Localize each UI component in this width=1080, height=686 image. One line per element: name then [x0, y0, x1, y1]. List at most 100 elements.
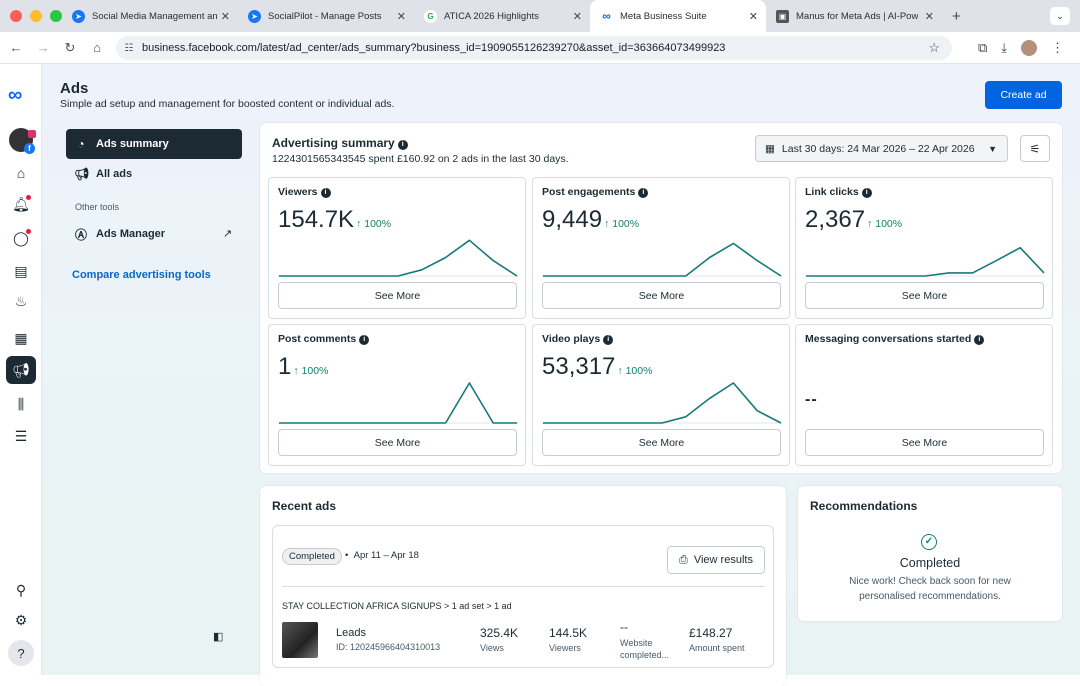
info-icon[interactable]: i [974, 335, 985, 345]
metric-change: ↑ 100% [867, 218, 903, 230]
date-range-picker[interactable]: ▦ Last 30 days: 24 Mar 2026 – 22 Apr 202… [755, 135, 1008, 162]
see-more-button[interactable]: See More [542, 429, 781, 456]
inbox-chat-icon[interactable]: ◯ [0, 226, 42, 250]
home-icon[interactable]: ⌂ [16, 165, 26, 181]
reload-icon[interactable]: ↻ [64, 39, 76, 55]
nav-ads-summary[interactable]: ◔ Ads summary [66, 129, 242, 159]
tab-search-chevron-icon[interactable]: ⌄ [1050, 7, 1070, 25]
meta-logo-icon[interactable]: ∞ [8, 84, 23, 106]
window-controls [0, 10, 62, 22]
calendar-icon[interactable]: ▦ [14, 329, 28, 346]
close-window-button[interactable] [10, 10, 22, 22]
forward-arrow-icon[interactable]: → [36, 40, 50, 55]
close-tab-icon[interactable]: ✕ [572, 10, 582, 23]
url-text[interactable]: business.facebook.com/latest/ad_center/a… [142, 42, 726, 54]
settings-gear-icon[interactable]: ⚙ [14, 611, 28, 628]
recommendations-message: Nice work! Check back soon for new perso… [849, 576, 1011, 602]
browser-tab[interactable]: G ATICA 2026 Highlights ✕ [414, 0, 590, 32]
ad-thumbnail[interactable] [282, 622, 318, 658]
browser-tab[interactable]: ➤ SocialPilot - Manage Posts ✕ [238, 0, 414, 32]
browser-tab[interactable]: ▣ Manus for Meta Ads | AI-Pow ✕ [766, 0, 942, 32]
view-results-button[interactable]: ⎙ View results [667, 546, 765, 574]
filter-settings-button[interactable]: ⚟ [1020, 135, 1050, 162]
caret-down-icon: ▼ [988, 143, 997, 154]
metric-sparkline [542, 382, 782, 424]
stat-viewers: 144.5K Viewers [549, 626, 588, 653]
minimize-window-button[interactable] [30, 10, 42, 22]
see-more-button[interactable]: See More [278, 282, 517, 309]
external-link-icon[interactable]: ↗ [223, 228, 233, 240]
collapse-panel-icon[interactable]: ◧ [213, 631, 224, 643]
socialpilot-icon: ➤ [248, 9, 261, 23]
close-tab-icon[interactable]: ✕ [748, 10, 758, 23]
profile-avatar[interactable] [1021, 40, 1037, 56]
zoom-window-button[interactable] [50, 10, 62, 22]
see-more-button[interactable]: See More [542, 282, 781, 309]
metric-card: Messaging conversations started i -- See Mo… [795, 324, 1053, 466]
close-tab-icon[interactable]: ✕ [924, 10, 934, 23]
recent-ad-item: Completed • Apr 11 – Apr 18 ⎙ View resul… [272, 525, 774, 668]
metric-value: 9,449 ↑ 100% [542, 206, 640, 233]
download-icon[interactable]: ⤓ [1001, 40, 1007, 55]
metric-value: 53,317 ↑ 100% [542, 353, 653, 380]
campaign-breadcrumb: STAY COLLECTION AFRICA SIGNUPS > 1 ad se… [282, 601, 512, 611]
back-arrow-icon[interactable]: ← [9, 40, 23, 55]
info-icon[interactable]: i [603, 335, 614, 345]
close-tab-icon[interactable]: ✕ [396, 10, 406, 23]
metric-sparkline [278, 382, 518, 424]
check-circle-icon: ✓ [921, 534, 937, 550]
planner-icon[interactable]: ♨ [14, 292, 28, 309]
toolbar-actions: ⧉ ⤓ ⋮ [978, 32, 1080, 64]
ad-name: Leads [336, 627, 366, 639]
metric-card: Link clicks i 2,367 ↑ 100% See More [795, 177, 1053, 319]
info-icon[interactable]: i [397, 140, 408, 150]
info-icon[interactable]: i [359, 335, 370, 345]
more-menu-icon[interactable]: ⋮ [1051, 40, 1064, 55]
nav-all-ads[interactable]: 📢︎ All ads [74, 167, 133, 181]
see-more-button[interactable]: See More [278, 429, 517, 456]
ads-manager-icon: Ⓐ [74, 227, 87, 242]
help-icon[interactable]: ? [8, 640, 34, 666]
page-title: Ads [60, 80, 89, 97]
close-tab-icon[interactable]: ✕ [220, 10, 230, 23]
megaphone-icon: 📢︎ [74, 167, 90, 181]
meta-icon: ∞ [602, 9, 611, 23]
bookmark-star-icon[interactable]: ☆ [928, 40, 940, 55]
site-settings-icon[interactable]: ☷ [124, 42, 134, 54]
new-tab-button[interactable]: + [952, 7, 961, 25]
see-more-button[interactable]: See More [805, 429, 1044, 456]
notifications-bell-icon[interactable]: 🔔︎ [12, 195, 31, 212]
account-avatar[interactable]: f [9, 128, 36, 154]
info-icon[interactable]: i [861, 188, 872, 198]
recommendations-card [798, 486, 1062, 621]
create-ad-button[interactable]: Create ad [985, 81, 1062, 109]
ads-megaphone-icon[interactable]: 📢︎ [6, 356, 36, 384]
address-bar[interactable]: ☷ business.facebook.com/latest/ad_center… [116, 36, 952, 60]
ad-id: ID: 120245966404310013 [336, 642, 441, 652]
browser-toolbar: ← → ↻ ⌂ ☷ business.facebook.com/latest/a… [0, 32, 1080, 64]
content-icon[interactable]: ▤ [14, 262, 28, 279]
nav-ads-manager[interactable]: Ⓐ Ads Manager [74, 227, 166, 242]
menu-icon[interactable]: ☰ [14, 427, 28, 444]
browser-tab-active[interactable]: ∞ Meta Business Suite ✕ [590, 0, 766, 32]
search-icon[interactable]: ⚲ [15, 581, 27, 598]
insights-bars-icon[interactable]: ⫼ [17, 395, 25, 412]
metric-sparkline [805, 246, 1045, 277]
stat-views: 325.4K Views [480, 626, 519, 653]
compare-tools-link[interactable]: Compare advertising tools [72, 269, 211, 281]
info-icon[interactable]: i [638, 188, 649, 198]
metric-sparkline [278, 239, 518, 277]
metric-label: Viewers i [278, 186, 331, 198]
info-icon[interactable]: i [320, 188, 331, 198]
browser-tab[interactable]: ➤ Social Media Management an ✕ [62, 0, 238, 32]
recommendations-title: Recommendations [810, 499, 918, 513]
metric-value: -- [805, 391, 818, 408]
metric-card: Viewers i 154.7K ↑ 100% See More [268, 177, 526, 319]
see-more-button[interactable]: See More [805, 282, 1044, 309]
extensions-puzzle-icon[interactable]: ⧉ [977, 40, 988, 55]
trend-line [543, 242, 782, 277]
metric-card: Post engagements i 9,449 ↑ 100% See More [532, 177, 790, 319]
gauge-icon: ◔ [77, 137, 85, 151]
metric-change: ↑ 100% [293, 365, 329, 377]
home-icon[interactable]: ⌂ [93, 40, 101, 55]
